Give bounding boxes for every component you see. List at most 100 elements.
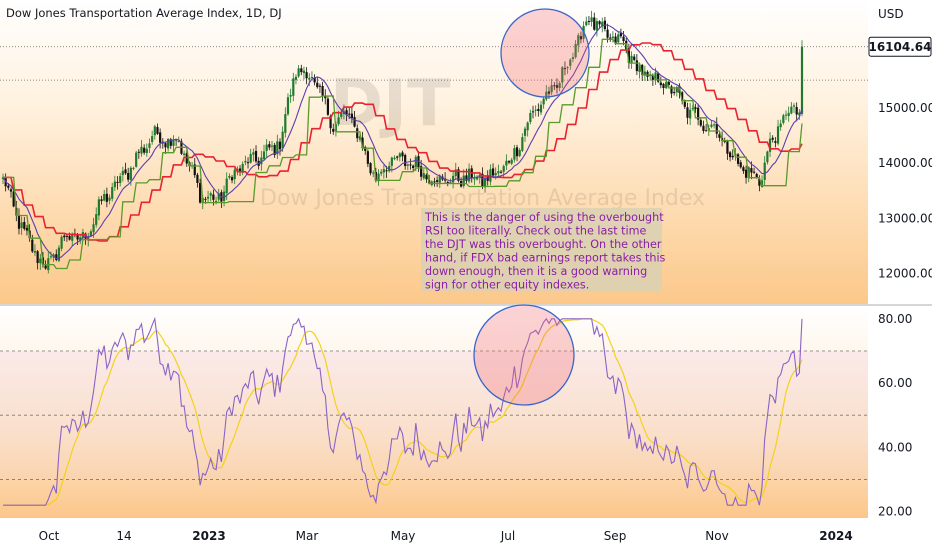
- candle-body: [143, 147, 146, 153]
- candle-body: [116, 181, 119, 183]
- candle-body: [36, 251, 39, 264]
- candle-body: [108, 197, 111, 201]
- candle-body: [483, 177, 487, 188]
- price-tick-label: 15000.00: [878, 101, 932, 115]
- symbol-watermark: DJT Dow Jones Transportation Average Ind…: [260, 67, 705, 211]
- candle-body: [156, 127, 159, 134]
- time-axis-ticks[interactable]: Oct 14 2023 Mar May Jul Sep Nov 2024: [39, 529, 853, 543]
- candle-body: [324, 95, 327, 99]
- red-step-line: [3, 42, 803, 242]
- candle-body: [614, 36, 617, 44]
- candle-body: [529, 113, 532, 123]
- candle-body: [569, 59, 572, 66]
- candle-body: [563, 68, 567, 70]
- candle-body: [167, 138, 170, 149]
- candle-body: [140, 146, 143, 154]
- candle-body: [100, 199, 103, 201]
- candle-body: [633, 56, 636, 60]
- candle-body: [385, 170, 388, 172]
- price-axis-ticks[interactable]: 12000.00 13000.00 14000.00 15000.00: [878, 101, 932, 281]
- candle-body: [388, 165, 391, 172]
- candle-body: [747, 167, 750, 179]
- candle-body: [579, 36, 583, 40]
- candle-body: [353, 117, 356, 127]
- candle-body: [23, 221, 26, 229]
- candle-body: [401, 152, 404, 157]
- candle-body: [17, 215, 21, 229]
- candle-body: [731, 155, 734, 158]
- chart-title[interactable]: Dow Jones Transportation Average Index, …: [6, 6, 282, 20]
- candle-body: [736, 154, 740, 164]
- annotation-line-5: down enough, then it is a good warning: [425, 265, 647, 278]
- candle-body: [715, 123, 718, 134]
- candle-body: [25, 227, 29, 231]
- candle-body: [534, 109, 537, 111]
- time-tick-label: Mar: [296, 529, 319, 543]
- candle-body: [420, 166, 423, 177]
- candle-body: [561, 67, 564, 83]
- candle-body: [662, 83, 665, 88]
- candle-body: [238, 168, 242, 173]
- candle-body: [9, 189, 13, 192]
- candle-body: [281, 131, 284, 148]
- candle-body: [71, 234, 74, 241]
- candle-body: [97, 199, 100, 216]
- time-tick-label: Nov: [705, 529, 728, 543]
- candle-body: [577, 35, 580, 46]
- candle-body: [494, 173, 497, 176]
- candle-body: [750, 168, 753, 173]
- candle-body: [718, 134, 721, 138]
- candle-body: [292, 78, 295, 96]
- annotation-note[interactable]: This is the danger of using the overboug…: [421, 208, 666, 292]
- candle-body: [204, 198, 207, 200]
- candle-body: [409, 164, 412, 166]
- candle-body: [300, 68, 303, 73]
- candle-body: [425, 174, 428, 180]
- candle-body: [159, 132, 162, 143]
- rsi-tick-label: 20.00: [878, 505, 912, 519]
- candle-body: [404, 155, 407, 167]
- time-tick-label: 2023: [192, 529, 225, 543]
- candle-body: [380, 171, 383, 174]
- candle-body: [705, 130, 708, 132]
- rsi-axis-ticks[interactable]: 20.00 40.00 60.00 80.00: [878, 312, 912, 519]
- candle-body: [760, 180, 764, 187]
- candle-body: [326, 98, 330, 115]
- candle-body: [305, 72, 308, 79]
- price-marker-lines: [0, 46, 868, 81]
- time-tick-label: 14: [116, 529, 131, 543]
- candle-body: [571, 57, 575, 60]
- candle-body: [758, 178, 761, 186]
- price-highlight-circle: [500, 8, 590, 98]
- candle-body: [105, 193, 108, 202]
- candle-body: [340, 112, 343, 117]
- candle-body: [539, 104, 543, 113]
- candle-body: [302, 70, 306, 74]
- candle-body: [172, 139, 175, 146]
- candle-body: [348, 113, 351, 115]
- candle-body: [555, 85, 559, 88]
- candle-body: [659, 82, 662, 86]
- candle-body: [206, 196, 210, 199]
- candle-body: [547, 91, 551, 94]
- candle-body: [795, 107, 798, 115]
- candle-body: [406, 164, 409, 166]
- candle-body: [332, 128, 335, 132]
- candle-body: [265, 144, 268, 151]
- candle-body: [228, 175, 231, 178]
- candle-body: [686, 107, 689, 118]
- candle-body: [473, 178, 476, 180]
- candle-body: [246, 162, 250, 164]
- candle-body: [198, 183, 202, 203]
- candle-body: [377, 173, 380, 182]
- candle-body: [646, 71, 649, 77]
- candle-body: [670, 86, 673, 94]
- candle-body: [601, 21, 604, 26]
- candle-body: [776, 126, 780, 144]
- candle-body: [276, 141, 279, 155]
- currency-label: USD: [878, 7, 904, 21]
- candle-body: [526, 122, 529, 131]
- candle-body: [132, 167, 135, 169]
- candle-body: [491, 168, 495, 176]
- candle-body: [183, 153, 186, 155]
